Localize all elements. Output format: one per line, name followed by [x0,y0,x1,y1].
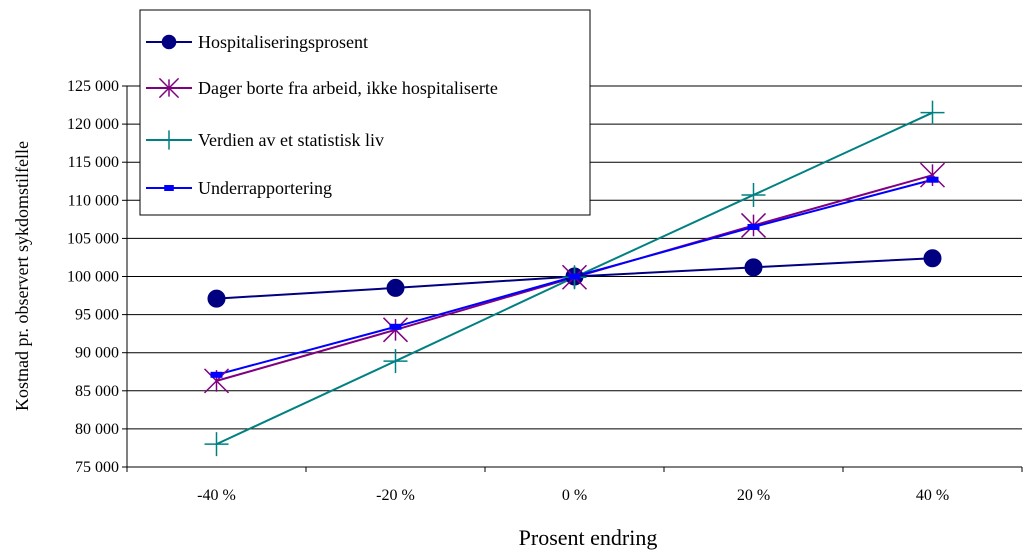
legend-item: Verdien av et statistisk liv [146,130,384,150]
data-point [747,223,760,230]
legend: Hospitaliseringsprosent Dager borte fra a… [139,9,591,216]
y-tick-label: 100 000 [67,269,119,286]
x-axis-title: Prosent endring [519,525,658,550]
data-point [744,258,763,277]
x-tick-labels: -40 % -20 % 0 % 20 % 40 % [197,487,949,504]
y-tick-label: 105 000 [67,230,119,247]
data-point [386,278,405,297]
data-point [161,34,177,50]
legend-item: Underrapportering [146,178,332,198]
x-tick-label: 0 % [562,487,587,504]
legend-item: Hospitaliseringsprosent [146,32,368,52]
data-point [383,349,408,374]
y-tick-label: 120 000 [67,116,119,133]
data-point [919,162,946,188]
data-point [164,185,174,191]
y-tick-label: 85 000 [75,383,119,400]
y-axis-title: Kostnad pr. observert sykdomstilfelle [12,141,32,411]
data-point [389,323,402,330]
data-point [926,176,939,183]
data-point [382,317,409,343]
data-point [923,249,942,268]
data-point [158,77,180,99]
y-tick-label: 80 000 [75,421,119,438]
y-tick-label: 125 000 [67,78,119,95]
data-point [204,432,229,457]
data-point [159,130,179,150]
y-tick-label: 90 000 [75,345,119,362]
legend-item: Dager borte fra arbeid, ikke hospitalise… [146,77,498,99]
series-markers [203,100,946,457]
x-tick-label: 40 % [916,487,949,504]
y-tick-label: 95 000 [75,307,119,324]
y-tick-label: 110 000 [68,192,119,209]
data-point [210,371,223,378]
x-tick-label: -40 % [197,487,236,504]
y-tick-labels: 75 000 80 000 85 000 90 000 95 000 100 000 105… [67,78,119,476]
legend-label: Verdien av et statistisk liv [198,130,384,150]
y-tick-label: 115 000 [68,154,119,171]
data-point [568,273,581,280]
data-point [920,100,945,125]
axes [122,85,1023,472]
legend-label: Hospitaliseringsprosent [198,32,368,52]
y-tick-label: 75 000 [75,459,119,476]
x-tick-label: -20 % [376,487,415,504]
legend-box [139,9,591,216]
x-tick-label: 20 % [737,487,770,504]
legend-label: Dager borte fra arbeid, ikke hospitalise… [198,78,498,98]
data-point [207,289,226,308]
data-point [741,182,766,207]
legend-label: Underrapportering [198,178,332,198]
